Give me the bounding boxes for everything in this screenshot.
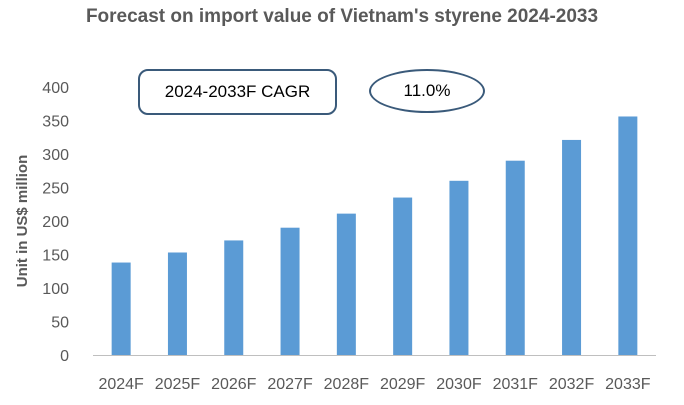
cagr-value: 11.0%: [403, 81, 451, 100]
y-tick-label: 400: [42, 80, 69, 97]
bar-2028F: [336, 213, 356, 355]
x-tick-label: 2028F: [324, 376, 370, 393]
y-axis-label: Unit in US$ million: [14, 155, 31, 288]
x-tick-label: 2024F: [98, 376, 144, 393]
cagr-label: 2024-2033F CAGR: [164, 82, 311, 101]
chart-title: Forecast on import value of Vietnam's st…: [85, 6, 599, 27]
bar-2031F: [505, 160, 525, 355]
y-tick-label: 350: [42, 114, 69, 131]
y-tick-label: 0: [60, 348, 69, 365]
cagr-label-box: 2024-2033F CAGR: [138, 69, 337, 115]
x-tick-label: 2027F: [267, 376, 313, 393]
x-tick-label: 2032F: [549, 376, 595, 393]
x-tick-label: 2029F: [380, 376, 426, 393]
x-tick-label: 2025F: [155, 376, 201, 393]
bar-2032F: [562, 139, 582, 355]
y-tick-label: 250: [42, 181, 69, 198]
y-tick-label: 100: [42, 281, 69, 298]
x-tick-label: 2031F: [493, 376, 539, 393]
y-tick-label: 50: [51, 315, 69, 332]
bar-2026F: [224, 240, 244, 355]
bar-2033F: [618, 116, 638, 355]
y-tick-label: 300: [42, 147, 69, 164]
cagr-value-ellipse: 11.0%: [369, 69, 485, 113]
x-tick-label: 2026F: [211, 376, 257, 393]
x-tick-label: 2033F: [605, 376, 651, 393]
bar-2029F: [393, 197, 413, 355]
y-tick-label: 150: [42, 248, 69, 265]
y-tick-label: 200: [42, 214, 69, 231]
bar-2024F: [111, 262, 131, 355]
bar-2025F: [167, 252, 187, 355]
bar-2027F: [280, 227, 300, 355]
bar-2030F: [449, 180, 469, 355]
x-tick-label: 2030F: [436, 376, 482, 393]
